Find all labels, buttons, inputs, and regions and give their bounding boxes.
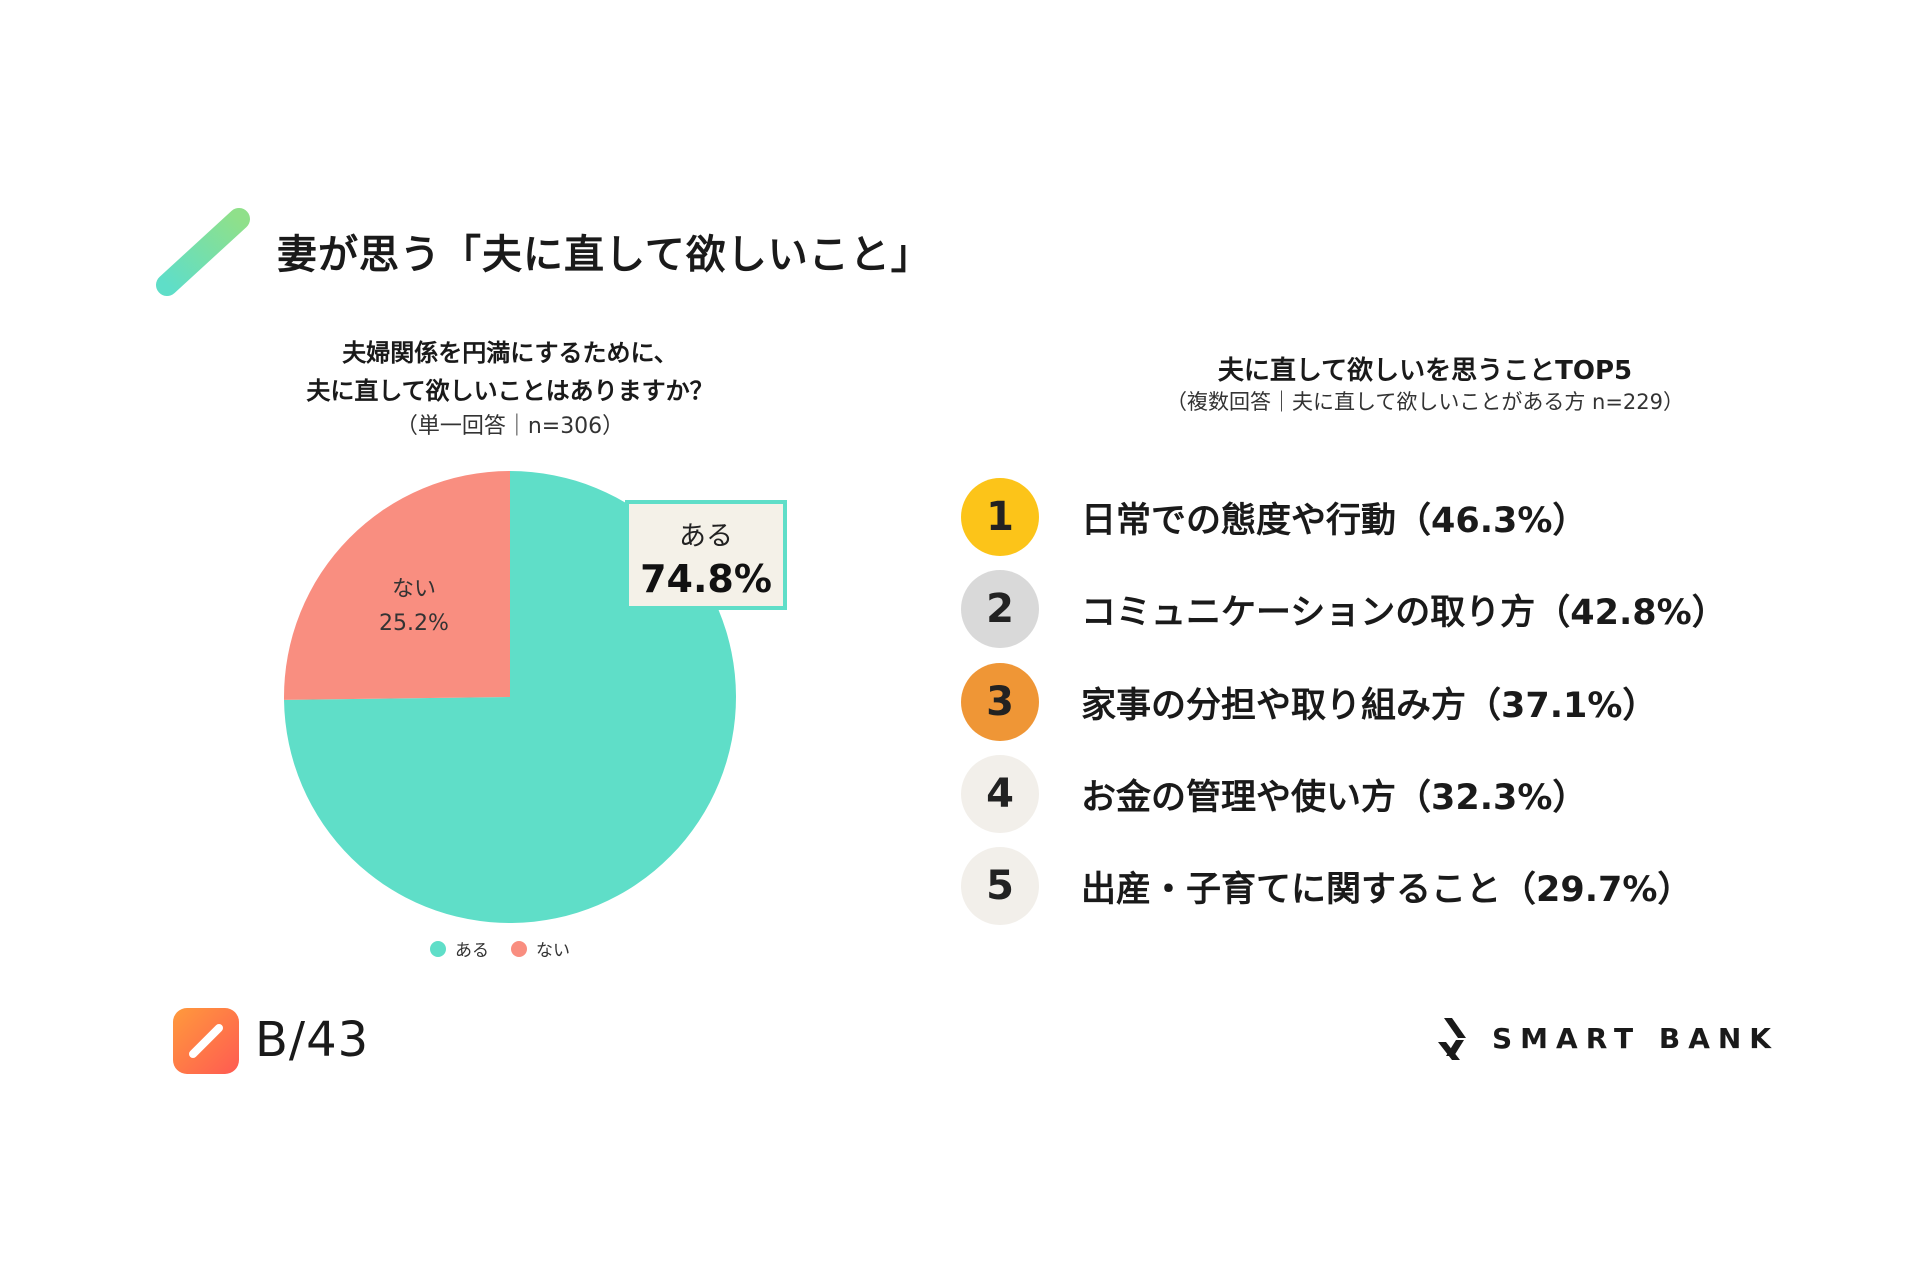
- smartbank-logo-icon: [1438, 1018, 1466, 1060]
- pie-slice-yes: [284, 471, 736, 923]
- accent-slash-icon: [156, 208, 250, 296]
- ranking-item: 4 お金の管理や使い方（32.3%）: [961, 755, 1587, 833]
- pie-chart: ない 25.2%: [284, 471, 736, 923]
- legend-swatch-no: [511, 940, 527, 957]
- yes-callout-label: ある: [679, 521, 733, 552]
- question-line-1: 夫婦関係を円満にするために、: [342, 339, 678, 367]
- question-note: （単一回答｜n=306）: [395, 414, 625, 439]
- ranking-item: 2 コミュニケーションの取り方（42.8%）: [961, 570, 1727, 648]
- rank-text: 日常での態度や行動（46.3%）: [1081, 500, 1588, 541]
- rank-badge: 5: [961, 847, 1039, 925]
- b43-slash-icon: [189, 1024, 223, 1058]
- rank-badge: 3: [961, 663, 1039, 741]
- legend-item-yes: ある: [430, 936, 489, 961]
- pie-slice-no: [284, 471, 510, 700]
- no-slice-label: ない: [392, 577, 436, 602]
- b43-wordmark: B/43: [255, 1012, 370, 1068]
- legend-item-no: ない: [511, 936, 570, 961]
- legend-swatch-yes: [430, 940, 446, 957]
- b43-logo-icon: [173, 1008, 239, 1074]
- legend-label-no: ない: [536, 941, 570, 961]
- smartbank-wordmark: SMART BANK: [1492, 1022, 1779, 1055]
- legend-label-yes: ある: [455, 941, 489, 961]
- rank-badge: 2: [961, 570, 1039, 648]
- ranking-note: （複数回答｜夫に直して欲しいことがある方 n=229）: [1165, 390, 1685, 414]
- no-slice-value: 25.2%: [379, 611, 449, 636]
- yes-callout: ある 74.8%: [625, 500, 787, 610]
- rank-badge: 4: [961, 755, 1039, 833]
- rank-text: 出産・子育てに関すること（29.7%）: [1081, 869, 1693, 910]
- question-line-2: 夫に直して欲しいことはありますか？: [306, 377, 714, 405]
- rank-text: 家事の分担や取り組み方（37.1%）: [1081, 685, 1658, 726]
- rank-text: コミュニケーションの取り方（42.8%）: [1081, 592, 1727, 633]
- ranking-item: 5 出産・子育てに関すること（29.7%）: [961, 847, 1692, 925]
- ranking-item: 1 日常での態度や行動（46.3%）: [961, 478, 1587, 556]
- pie-legend: ある ない: [430, 936, 592, 961]
- rank-text: お金の管理や使い方（32.3%）: [1081, 777, 1588, 818]
- rank-badge: 1: [961, 478, 1039, 556]
- yes-callout-value: 74.8%: [640, 557, 772, 601]
- page-title: 妻が思う「夫に直して欲しいこと」: [277, 232, 932, 278]
- ranking-title: 夫に直して欲しいを思うことTOP5: [1217, 356, 1633, 386]
- ranking-item: 3 家事の分担や取り組み方（37.1%）: [961, 663, 1657, 741]
